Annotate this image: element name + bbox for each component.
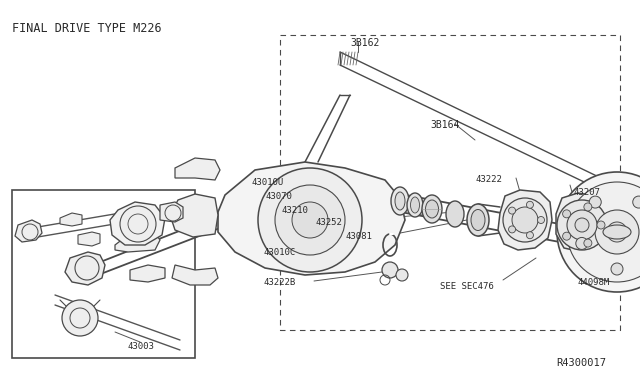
Bar — [280, 35, 620, 330]
Text: 43003: 43003 — [128, 342, 155, 351]
Circle shape — [503, 198, 547, 242]
Ellipse shape — [391, 187, 409, 215]
Text: 43081: 43081 — [346, 232, 373, 241]
Polygon shape — [160, 202, 183, 222]
Circle shape — [557, 200, 607, 250]
Polygon shape — [498, 190, 552, 250]
Circle shape — [584, 203, 592, 211]
Circle shape — [527, 201, 534, 208]
Circle shape — [527, 232, 534, 239]
Ellipse shape — [603, 225, 631, 239]
Circle shape — [275, 185, 345, 255]
Polygon shape — [130, 265, 165, 282]
Polygon shape — [15, 220, 42, 242]
Polygon shape — [218, 162, 405, 275]
Polygon shape — [170, 194, 218, 237]
Circle shape — [576, 237, 588, 250]
Text: SEE SEC476: SEE SEC476 — [440, 282, 493, 291]
Text: 43010C: 43010C — [264, 248, 296, 257]
Bar — [12, 190, 195, 358]
Circle shape — [512, 207, 538, 233]
Polygon shape — [110, 202, 165, 245]
Text: 43210: 43210 — [282, 206, 309, 215]
Circle shape — [62, 300, 98, 336]
Circle shape — [567, 210, 597, 240]
Circle shape — [557, 172, 640, 292]
Polygon shape — [556, 193, 606, 252]
Text: 43252: 43252 — [315, 218, 342, 227]
Circle shape — [382, 262, 398, 278]
Circle shape — [589, 196, 601, 208]
Circle shape — [563, 232, 571, 240]
Text: 43010U: 43010U — [252, 178, 284, 187]
Circle shape — [509, 226, 516, 233]
Polygon shape — [172, 265, 218, 285]
Circle shape — [563, 210, 571, 218]
Circle shape — [607, 222, 627, 242]
Ellipse shape — [446, 201, 464, 227]
Circle shape — [258, 168, 362, 272]
Ellipse shape — [395, 192, 405, 210]
Ellipse shape — [407, 193, 423, 217]
Circle shape — [509, 207, 516, 214]
Polygon shape — [115, 233, 160, 252]
Circle shape — [396, 269, 408, 281]
Circle shape — [633, 196, 640, 208]
Text: 3B162: 3B162 — [350, 38, 380, 48]
Circle shape — [567, 182, 640, 282]
Text: 43222: 43222 — [476, 175, 503, 184]
Polygon shape — [175, 158, 220, 180]
Circle shape — [575, 218, 589, 232]
Circle shape — [611, 263, 623, 275]
Circle shape — [584, 239, 592, 247]
Text: 3B164: 3B164 — [430, 120, 460, 130]
Text: R4300017: R4300017 — [556, 358, 606, 368]
Text: FINAL DRIVE TYPE M226: FINAL DRIVE TYPE M226 — [12, 22, 162, 35]
Polygon shape — [65, 252, 105, 285]
Circle shape — [292, 202, 328, 238]
Circle shape — [538, 217, 545, 224]
Ellipse shape — [426, 200, 438, 218]
Polygon shape — [78, 232, 100, 246]
Ellipse shape — [422, 195, 442, 223]
Circle shape — [597, 221, 605, 229]
Circle shape — [595, 210, 639, 254]
Ellipse shape — [410, 197, 419, 213]
Ellipse shape — [467, 204, 489, 236]
Text: 43070: 43070 — [265, 192, 292, 201]
Ellipse shape — [471, 209, 485, 231]
Text: 44098M: 44098M — [577, 278, 609, 287]
Text: 43207: 43207 — [574, 188, 601, 197]
Circle shape — [120, 206, 156, 242]
Polygon shape — [60, 213, 82, 226]
Text: 43222B: 43222B — [264, 278, 296, 287]
